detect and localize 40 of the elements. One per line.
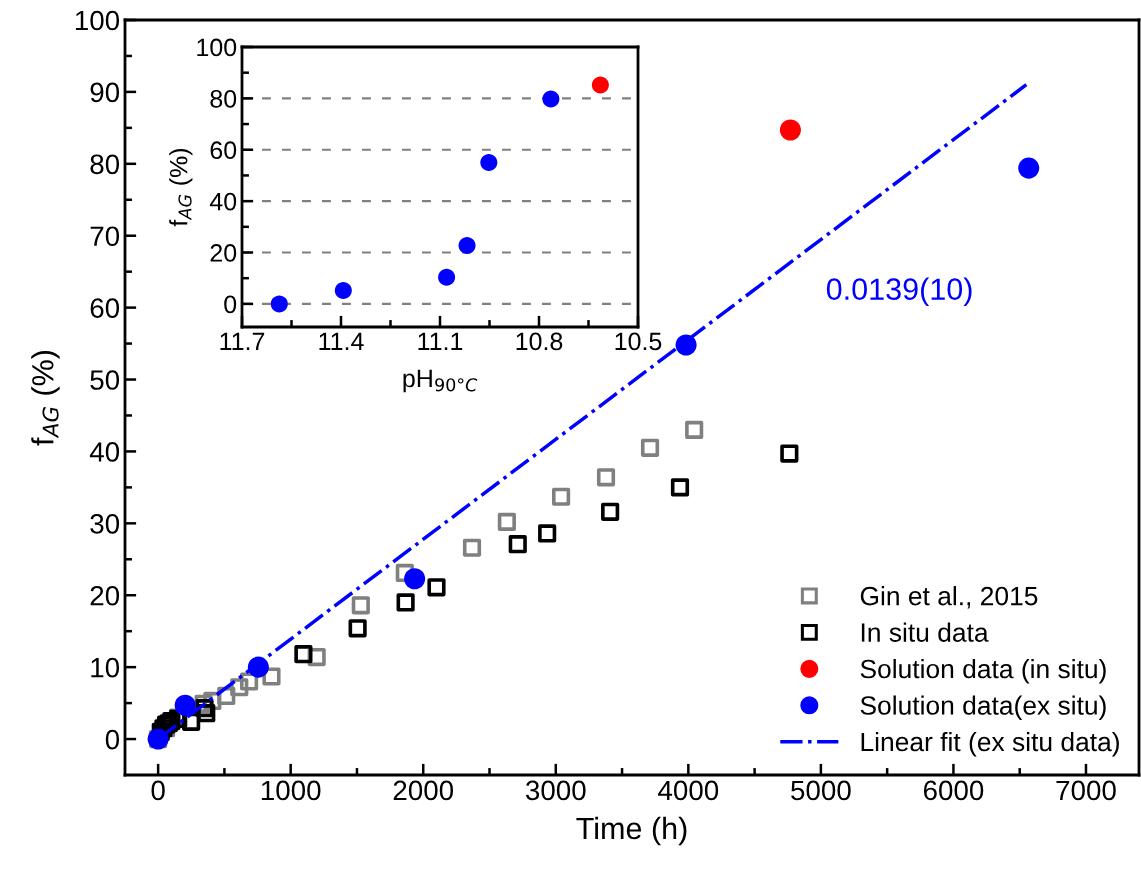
legend-label: Solution data(ex situ) xyxy=(860,695,1106,721)
y-tick-label: 100 xyxy=(75,10,120,31)
y-tick-label: 20 xyxy=(210,244,237,262)
y-axis-title: f$_{AG}$ (%) xyxy=(169,148,193,227)
y-tick-label: 90 xyxy=(90,82,120,103)
y-tick-label: 70 xyxy=(90,226,120,247)
legend-label: Linear fit (ex situ data) xyxy=(861,731,1119,757)
x-axis-title: Time (h) xyxy=(576,816,687,846)
y-tick-label: 60 xyxy=(210,141,237,160)
y-tick-label: 50 xyxy=(90,370,120,390)
legend-label: Solution data (in situ) xyxy=(860,658,1106,684)
y-tick-label: 80 xyxy=(210,89,237,108)
y-tick-label: 30 xyxy=(90,514,120,534)
y-tick-label: 40 xyxy=(209,192,237,211)
y-tick-label: 40 xyxy=(89,442,120,462)
y-tick-label: 0 xyxy=(105,729,120,750)
y-axis-title: f$_{AG}$ (%) xyxy=(31,351,60,446)
x-tick-label: 10.5 xyxy=(615,332,662,351)
x-tick-label: 2000 xyxy=(393,780,454,801)
y-tick-label: 60 xyxy=(90,298,120,318)
legend-label: Gin et al., 2015 xyxy=(860,586,1038,609)
x-tick-label: 3000 xyxy=(525,780,586,801)
x-tick-label: 11.4 xyxy=(319,332,364,350)
x-tick-label: 7000 xyxy=(1056,780,1116,801)
x-tick-label: 11.1 xyxy=(418,332,463,350)
y-tick-label: 20 xyxy=(90,585,120,606)
x-tick-label: 1000 xyxy=(261,780,321,801)
annotation: 0.0139(10) xyxy=(826,277,972,307)
x-tick-label: 6000 xyxy=(923,780,984,801)
x-tick-label: 0 xyxy=(151,780,165,801)
x-tick-label: 11.7 xyxy=(220,332,265,350)
legend-label: In situ data xyxy=(861,622,989,642)
y-tick-label: 100 xyxy=(197,38,237,57)
y-tick-label: 10 xyxy=(91,657,120,678)
x-tick-label: 10.8 xyxy=(516,332,563,351)
x-tick-label: 5000 xyxy=(791,780,851,801)
x-tick-label: 4000 xyxy=(658,780,719,801)
x-axis-title: pH$_{90°C}$ xyxy=(403,369,478,393)
y-tick-label: 0 xyxy=(224,295,237,314)
y-tick-label: 80 xyxy=(90,154,120,175)
